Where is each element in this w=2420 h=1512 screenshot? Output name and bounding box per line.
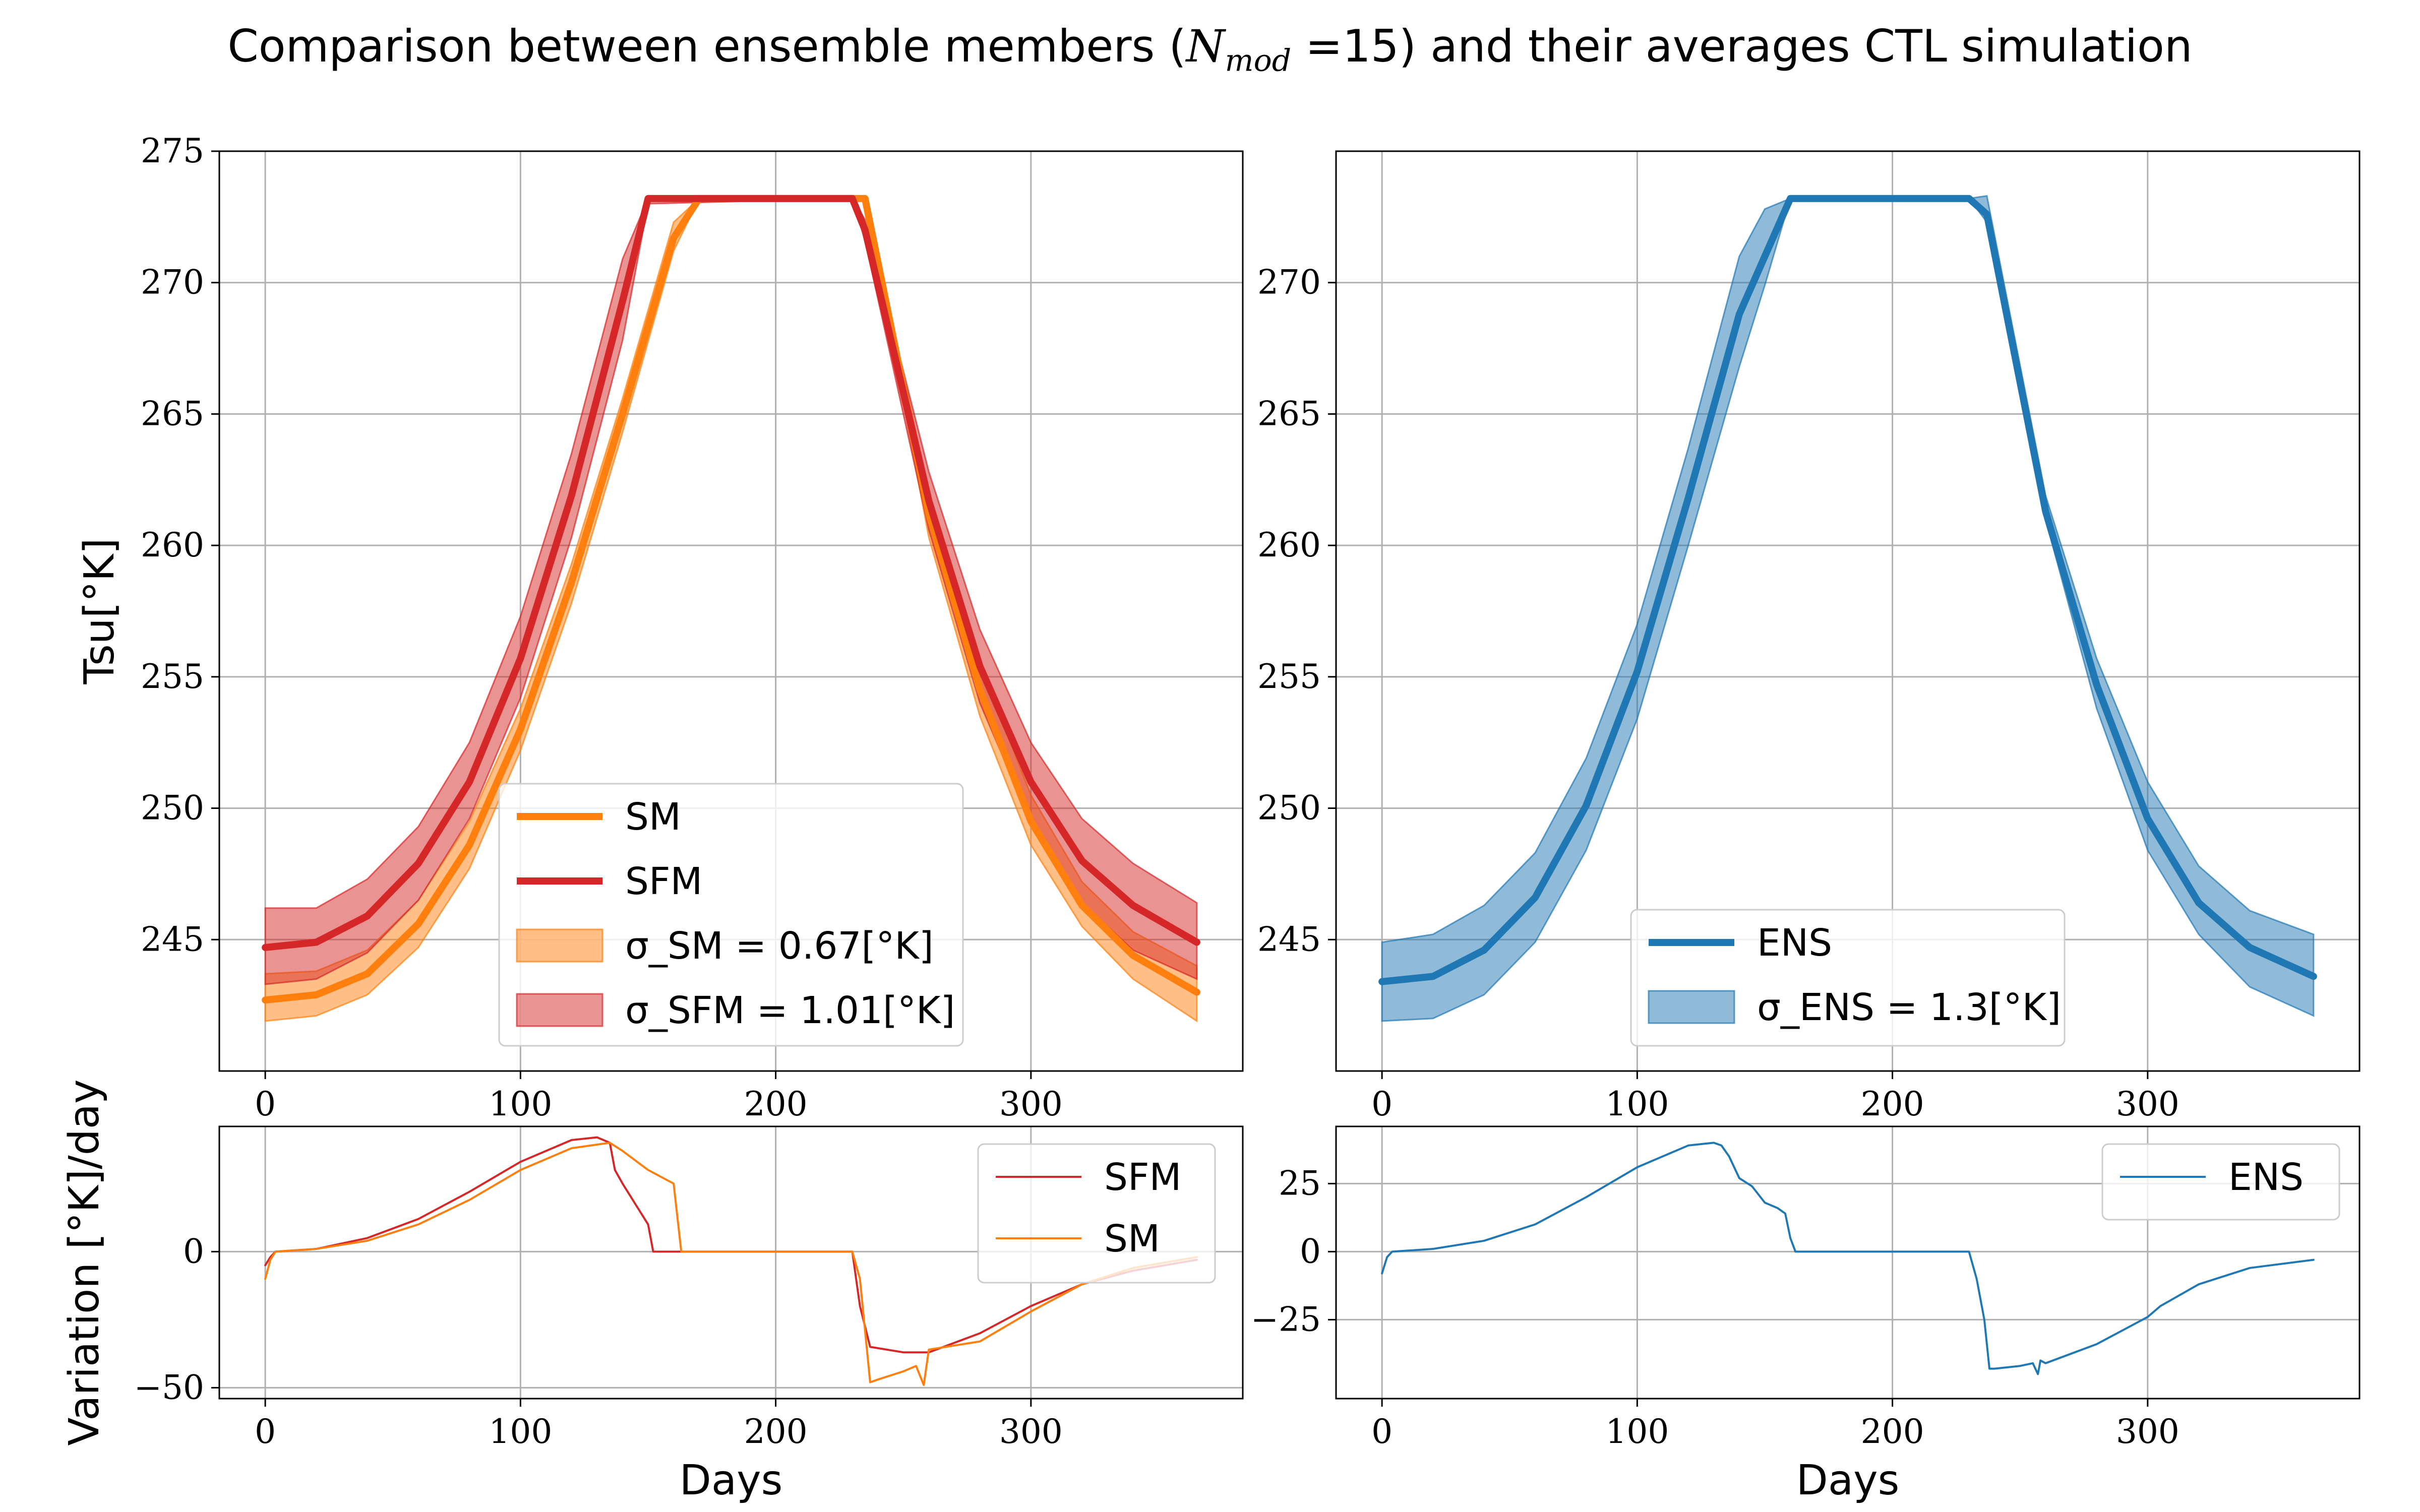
legend-label: σ_SFM = 1.01[°K] (625, 989, 955, 1032)
plot-area (1381, 1142, 2315, 1375)
legend-label: σ_ENS = 1.3[°K] (1757, 986, 2061, 1029)
panel-top-right: 0 100 200 300 245 250 255 260 265 270 ENS σ_ENS = 1… (1257, 150, 2361, 1123)
legend: ENS σ_ENS = 1.3[°K] (1630, 909, 2066, 1047)
legend-box (2101, 1143, 2340, 1221)
y-tick-label: 275 (141, 132, 204, 170)
x-tick-label: 100 (1605, 1412, 1669, 1451)
y-tick-label: 265 (141, 394, 204, 433)
y-tick-label: 245 (141, 920, 204, 959)
legend-swatch-patch (516, 928, 603, 963)
legend-label: ENS (1757, 921, 1832, 965)
legend: ENS (2101, 1143, 2340, 1221)
x-tick-label: 300 (999, 1085, 1063, 1123)
x-tick-label: 300 (2116, 1085, 2180, 1123)
plot-area (262, 195, 1200, 1023)
legend-label: SM (1104, 1217, 1160, 1261)
panel-top-left: 0 100 200 300 245 250 255 260 265 270 275 Tsu[°K] SM… (76, 132, 1244, 1123)
x-tick-label: 300 (999, 1412, 1063, 1451)
x-tick-label: 300 (2116, 1412, 2180, 1451)
x-axis-label: Days (680, 1457, 783, 1504)
y-tick-label: 255 (1257, 657, 1321, 696)
legend-swatch-patch (1648, 990, 1735, 1024)
y-axis-label: Tsu[°K] (76, 538, 124, 685)
axes-frame (218, 150, 1244, 1072)
y-tick-label: 270 (141, 263, 204, 302)
legend-label: ENS (2228, 1156, 2304, 1199)
series-line-sm (262, 195, 1200, 1004)
band--sm-k- (264, 195, 1198, 1023)
y-tick-label: 245 (1257, 920, 1321, 959)
x-tick-label: 200 (1861, 1085, 1924, 1123)
plot-area (1378, 195, 2317, 1022)
x-tick-label: 100 (489, 1412, 552, 1451)
x-tick-label: 200 (744, 1085, 808, 1123)
x-tick-label: 0 (255, 1085, 276, 1123)
y-tick-label: 270 (1257, 263, 1321, 302)
plot-area (264, 1136, 1198, 1386)
series-line-sm (264, 1142, 1198, 1386)
figure-title: Comparison between ensemble members (Nmo… (227, 20, 2193, 79)
legend-label: SFM (1104, 1156, 1181, 1199)
legend-box (498, 783, 964, 1047)
legend-swatch-patch (516, 993, 603, 1027)
legend-box (1630, 909, 2066, 1047)
series-line-sfm (264, 1136, 1198, 1354)
x-tick-label: 200 (744, 1412, 808, 1451)
axes-frame (1335, 1125, 2361, 1400)
y-tick-label: 260 (141, 526, 204, 564)
y-tick-label: −25 (1251, 1300, 1321, 1339)
y-tick-label: 25 (1279, 1164, 1321, 1203)
y-tick-label: 250 (141, 789, 204, 828)
legend: SM SFM σ_SM = 0.67[°K] σ_SFM = 1.01[°K] (498, 783, 964, 1047)
x-tick-label: 100 (1605, 1085, 1669, 1123)
legend-label: σ_SM = 0.67[°K] (625, 924, 934, 968)
x-tick-label: 200 (1861, 1412, 1924, 1451)
legend-label: SM (625, 795, 681, 839)
legend: SFM SM (977, 1143, 1216, 1284)
band--ens-k- (1381, 195, 2315, 1022)
y-tick-label: 260 (1257, 526, 1321, 564)
axes-frame (1335, 150, 2361, 1072)
y-tick-label: 250 (1257, 789, 1321, 828)
y-tick-label: 265 (1257, 394, 1321, 433)
series-line-ens (1378, 195, 2317, 985)
legend-box (977, 1143, 1216, 1284)
x-tick-label: 0 (1371, 1412, 1393, 1451)
panel-bottom-right: 0 100 200 300 −25 0 25 Days ENS (1251, 1125, 2361, 1504)
x-axis-label: Days (1796, 1457, 1900, 1504)
x-tick-label: 100 (489, 1085, 552, 1123)
legend-label: SFM (625, 860, 702, 903)
series-line-ens (1381, 1142, 2315, 1375)
x-tick-label: 0 (1371, 1085, 1393, 1123)
y-tick-label: −50 (134, 1368, 204, 1407)
y-tick-label: 0 (1300, 1232, 1321, 1271)
band--sfm-k- (264, 198, 1198, 985)
series-line-sfm (262, 195, 1200, 951)
x-tick-label: 0 (255, 1412, 276, 1451)
axes-frame (218, 1125, 1244, 1400)
y-axis-label: Variation [°K]/day (60, 1079, 108, 1445)
y-tick-label: 0 (183, 1232, 204, 1271)
y-tick-label: 255 (141, 657, 204, 696)
